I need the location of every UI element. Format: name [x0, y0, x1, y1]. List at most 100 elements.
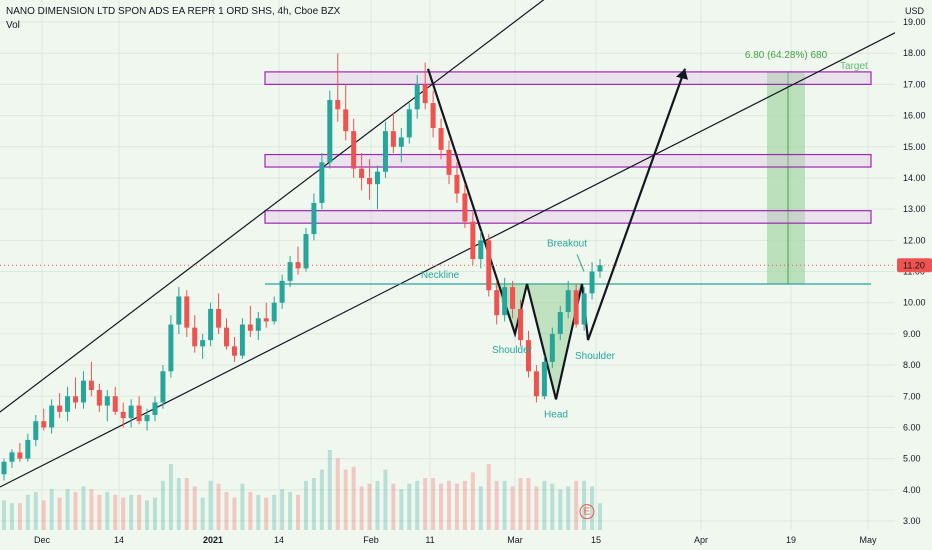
resistance-zone [264, 210, 872, 224]
candle-body [263, 318, 269, 322]
volume-bar [518, 478, 523, 530]
volume-bar [486, 464, 491, 530]
breakout-pointer [576, 254, 585, 272]
volume-bar [375, 480, 380, 530]
y-axis[interactable]: USD3.004.005.006.007.008.009.0010.0011.0… [895, 0, 932, 550]
candle-body [494, 290, 500, 316]
volume-bar [454, 483, 459, 530]
candle-body [247, 324, 253, 331]
volume-bar [272, 494, 277, 530]
volume-bar [423, 478, 428, 530]
volume-bar [462, 480, 467, 530]
volume-bar [534, 486, 539, 530]
candle-body [287, 262, 293, 281]
candle-body [319, 162, 325, 203]
x-axis-tick-label: May [859, 535, 877, 545]
volume-bar [383, 469, 388, 530]
candle-body [216, 308, 222, 328]
volume-bar [2, 500, 6, 530]
volume-bar [510, 486, 515, 530]
volume-bar [57, 497, 62, 530]
volume-bar [145, 500, 150, 530]
x-axis-background [0, 530, 895, 550]
candle-body [438, 128, 444, 150]
earnings-event-label: E [584, 507, 591, 518]
candle-body [255, 318, 261, 331]
right-shoulder-label: Shoulder [575, 351, 616, 362]
candle-body [502, 287, 508, 316]
neckline-label: Neckline [421, 270, 460, 281]
y-axis-tick-label: 8.00 [903, 360, 921, 370]
volume-bar [431, 478, 436, 530]
last-price-badge [897, 258, 932, 273]
last-price-label: 11.20 [903, 260, 925, 270]
candle-body [303, 234, 309, 269]
x-axis-tick-label: Dec [34, 535, 51, 545]
volume-bar [9, 503, 14, 530]
volume-bar [33, 492, 38, 530]
y-axis-tick-label: 19.00 [903, 17, 926, 27]
candle-body [525, 340, 531, 372]
candle-body [597, 265, 603, 272]
y-axis-tick-label: 7.00 [903, 391, 921, 401]
candle-body [414, 84, 420, 110]
candle-body [9, 452, 15, 462]
resistance-zone [264, 153, 872, 168]
candle-body [454, 174, 460, 194]
candle-body [335, 99, 341, 110]
volume-bar [502, 480, 507, 530]
x-axis-tick-label: Mar [507, 535, 523, 545]
candle-body [65, 396, 71, 412]
volume-bar [288, 492, 293, 530]
volume-bar [152, 497, 157, 530]
candle-body [184, 296, 190, 328]
y-axis-tick-label: 10.00 [903, 298, 926, 308]
candle-body [120, 411, 126, 419]
volume-bar [192, 486, 197, 530]
volume-bar [113, 494, 118, 530]
candle-body [279, 280, 285, 303]
candle-body [224, 327, 230, 347]
volume-bar [550, 483, 555, 530]
volume-bar [351, 466, 356, 530]
volume-bar [97, 494, 102, 530]
volume-bar [494, 480, 499, 530]
volume-bar [160, 480, 165, 530]
volume-bar [296, 494, 301, 530]
volume-bar [439, 483, 444, 530]
upper-trendline [0, 0, 545, 413]
y-axis-background [895, 0, 932, 550]
y-axis-tick-label: 12.00 [903, 235, 926, 245]
volume-bar [526, 478, 531, 530]
candle-body [200, 340, 206, 347]
volume-bar [240, 483, 245, 530]
candle-body [406, 109, 412, 138]
candle-body [271, 302, 277, 322]
volume-bar [137, 494, 142, 530]
resistance-zones [264, 71, 872, 224]
candle-body [144, 414, 150, 422]
symbol-title[interactable]: NANO DIMENSION LTD SPON ADS EA REPR 1 OR… [6, 6, 341, 17]
x-axis-tick-label: Apr [694, 535, 708, 545]
volume-bar [232, 497, 237, 530]
volume-bar [256, 494, 261, 530]
candle-body [446, 149, 452, 175]
volume-bar [391, 483, 396, 530]
volume-bar [216, 483, 221, 530]
candle-body [374, 171, 380, 185]
candle-body [518, 308, 524, 341]
candle-body [422, 84, 428, 104]
volume-bar [41, 500, 46, 530]
left-shoulder-label: Shoulder [492, 345, 533, 356]
volume-bar [73, 492, 78, 530]
candle-body [57, 405, 63, 412]
target-zone [767, 71, 805, 284]
target-projection: 6.80 (64.28%) 680 Target [745, 50, 868, 284]
x-axis-tick-label: 14 [274, 535, 284, 545]
candle-body [343, 109, 349, 132]
volume-bar [224, 492, 229, 530]
candle-body [359, 168, 365, 178]
x-axis[interactable]: Dec 14 2021 14 Feb 11 Mar 15 Apr 19 May [0, 530, 895, 550]
volume-label[interactable]: Vol [6, 20, 20, 31]
